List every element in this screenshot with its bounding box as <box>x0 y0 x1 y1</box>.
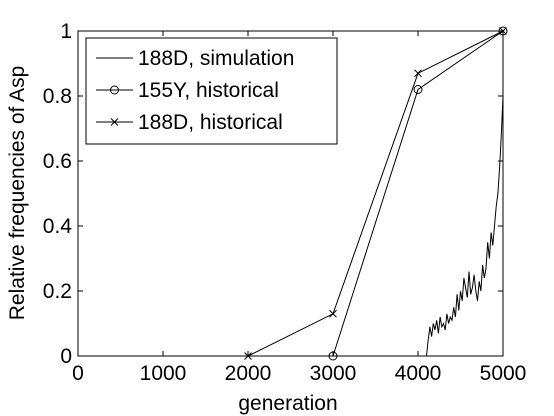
y-axis-label: Relative frequencies of Asp <box>6 66 29 320</box>
legend-marker <box>110 85 119 95</box>
legend-box <box>85 37 338 145</box>
axes: 0 1000 2000 3000 4000 5000 0 0.2 0.4 0.6 0.8 1 <box>43 20 527 385</box>
data-point <box>413 85 423 94</box>
legend-label: 188D, historical <box>138 111 283 134</box>
legend: 188D, simulation 155Y, historical 188D, hi… <box>85 37 338 145</box>
data-point <box>414 69 422 78</box>
series-group <box>244 26 508 361</box>
y-tick-label: 0 <box>60 345 72 368</box>
x-tick-label: 2000 <box>225 362 272 385</box>
x-tick-label: 1000 <box>140 362 187 385</box>
plot-area <box>244 26 508 361</box>
x-tick-label: 4000 <box>395 362 442 385</box>
legend-label: 188D, simulation <box>138 47 294 70</box>
y-tick-label: 0.6 <box>43 150 72 173</box>
y-tick-label: 0.4 <box>43 215 73 238</box>
x-tick-label: 0 <box>72 362 84 385</box>
data-point <box>329 309 337 318</box>
series-line <box>426 95 504 357</box>
y-tick-label: 1 <box>60 20 72 43</box>
legend-label: 155Y, historical <box>138 79 279 102</box>
y-tick-label: 0.8 <box>43 85 72 108</box>
x-tick-label: 5000 <box>480 362 527 385</box>
x-tick-label: 3000 <box>310 362 357 385</box>
series-line <box>247 30 504 357</box>
y-tick-label: 0.2 <box>43 280 72 303</box>
x-axis-label: generation <box>238 392 337 415</box>
legend-marker <box>110 118 119 126</box>
axes-box <box>77 30 504 357</box>
series-line <box>332 30 504 357</box>
